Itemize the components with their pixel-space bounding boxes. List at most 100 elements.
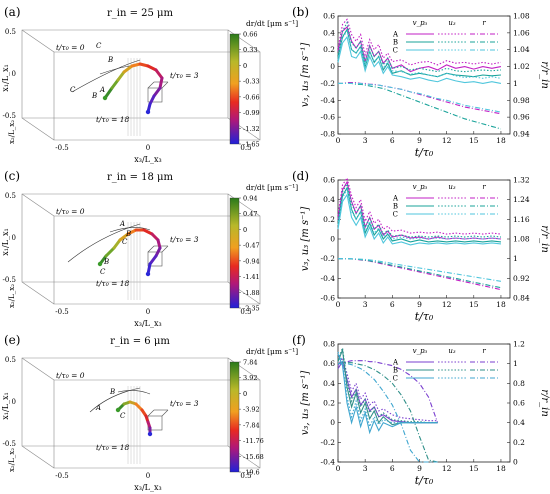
x-tick-label: 12 [442, 300, 452, 309]
y2-tick-label: 1.08 [513, 235, 530, 244]
trajectory-end-marker [145, 271, 151, 277]
trajectory-panel-c: r_in = 18 μm 0.5 0 -0.5 -0.5 0 0.5 x₁/L_x₁ x₂/L… [1, 172, 298, 328]
x-tick-label: 9 [417, 136, 422, 145]
curve-label: B [91, 92, 97, 100]
y-tick-label: -0.4 [321, 274, 336, 283]
y2-tick-label: 1.24 [513, 195, 530, 204]
legend-row-label: A [392, 195, 399, 203]
trajectory-end-marker [145, 109, 151, 115]
line-chart-f: 0 3 6 9 12 15 18 -0.4 -0.2 0 0.2 0.4 0.6 0.8 0 0.2 0.4 0.… [300, 340, 550, 488]
horizontal-tick-label: 0.5 [240, 472, 251, 480]
y-tick-label: 0.8 [323, 340, 335, 349]
annotation-t3: t/τ₀ = 3 [170, 235, 199, 244]
inner-cube-edge [147, 409, 155, 417]
colorbar-tick-label: -1.32 [243, 125, 260, 133]
curve-label: C [96, 42, 102, 50]
annotation-t3: t/τ₀ = 3 [170, 71, 199, 80]
projection-curve [109, 227, 151, 233]
colorbar [229, 361, 240, 473]
y-tick-label: 0 [330, 235, 335, 244]
colorbar-title: dr/dt [μm s⁻¹] [246, 183, 298, 192]
vertical-axis-title: x₁/L_x₁ [1, 228, 10, 255]
colorbar-tick-label: -2.35 [243, 305, 260, 313]
curve-label: C [120, 412, 126, 420]
annotation-t3: t/τ₀ = 3 [170, 399, 199, 408]
legend-column-header: r [482, 347, 486, 355]
x-tick-label: 18 [496, 300, 506, 309]
series-line-C-r [338, 82, 502, 113]
x-tick-label: 3 [363, 300, 368, 309]
legend-row-label: B [393, 203, 398, 211]
y-tick-label: -0.8 [321, 130, 336, 139]
legend-row-label: C [393, 375, 398, 383]
series-line-C-r [338, 258, 502, 282]
series-line-B-r [338, 258, 502, 289]
vertical-tick-label: 0.5 [5, 28, 16, 36]
colorbar-tick-label: -0.99 [243, 109, 260, 117]
x-tick-label: 9 [417, 464, 422, 473]
y-tick-label: 0.2 [323, 215, 335, 224]
y2-tick-label: 0.4 [513, 418, 525, 427]
series-line-A-r [337, 360, 439, 423]
y-tick-label: -0.2 [321, 254, 336, 263]
vertical-tick-label: 0 [12, 398, 16, 406]
colorbar-tick-label: -0.94 [243, 257, 260, 265]
series-line-A-vp3 [337, 25, 502, 73]
y-axis-title: v₃, u₃ [m s⁻¹] [300, 371, 311, 436]
vertical-tick-label: 0 [12, 70, 16, 78]
trajectory-segment [112, 238, 122, 250]
y-tick-label: 0.6 [323, 176, 335, 185]
horizontal-axis-title: x₃/L_x₃ [134, 155, 161, 164]
wireframe-box [21, 29, 261, 141]
panel-title: r_in = 6 μm [110, 336, 170, 347]
x-tick-label: 15 [469, 136, 479, 145]
box-front-face [53, 379, 261, 469]
projection-curve [117, 390, 151, 395]
line-chart-b: 0 3 6 9 12 15 18 -0.8 -0.6 -0.4 -0.2 0 0.2 0.4 0.6 0.94… [300, 12, 550, 160]
box-edge [21, 117, 55, 141]
curve-label: C [122, 238, 128, 246]
series-line-C-vp3 [337, 193, 502, 246]
legend-row-label: A [392, 359, 399, 367]
panel-title: r_in = 25 μm [107, 8, 174, 19]
trajectory-start-marker [115, 407, 121, 413]
legend: v_p₃ u₃ r ABC [392, 183, 498, 219]
x-tick-label: 15 [469, 464, 479, 473]
annotation-t0: t/τ₀ = 0 [56, 43, 85, 52]
x-tick-label: 0 [336, 136, 341, 145]
y-tick-label: -0.4 [321, 458, 336, 467]
colorbar-tick-label: 0 [243, 390, 247, 398]
colorbar-tick-label: 0 [243, 226, 247, 234]
colorbar-tick-label: -15.68 [243, 453, 264, 461]
colorbar [229, 33, 240, 145]
colorbar-tick-label: 0 [243, 62, 247, 70]
plot-frame [337, 15, 511, 135]
horizontal-tick-label: -0.5 [55, 144, 69, 152]
y-tick-label: 0.2 [323, 45, 335, 54]
y-axis-title: v₃, u₃ [m s⁻¹] [300, 43, 311, 108]
x-axis-title: t/τ₀ [415, 146, 434, 159]
panel-label-d: (d) [292, 169, 309, 183]
colorbar-tick-label: 0.33 [243, 46, 257, 54]
y2-tick-label: 0.92 [513, 274, 530, 283]
legend-column-header: u₃ [448, 347, 456, 355]
y2-tick-label: 1 [513, 79, 518, 88]
x-tick-label: 18 [496, 136, 506, 145]
y2-tick-label: 1 [513, 359, 518, 368]
colorbar-tick-label: -1.65 [243, 141, 260, 149]
horizontal-tick-label: 0.5 [240, 144, 251, 152]
x-axis-title: t/τ₀ [415, 474, 434, 487]
legend-row-label: C [393, 47, 398, 55]
vertical-tick-label: 0.5 [5, 192, 16, 200]
colorbar-tick-label: 3.92 [243, 374, 257, 382]
y-tick-label: -0.2 [321, 79, 336, 88]
legend-column-header: v_p₃ [413, 19, 428, 27]
y-tick-label: -0.6 [321, 294, 336, 303]
box-edge [21, 29, 55, 53]
vertical-tick-label: -0.5 [3, 440, 17, 448]
depth-axis-title: x₂/L_x₂ [8, 120, 16, 144]
y-tick-label: -0.2 [321, 438, 336, 447]
series-line-B-r [337, 362, 438, 463]
depth-axis-title: x₂/L_x₂ [8, 448, 16, 472]
vertical-tick-label: -0.5 [3, 276, 17, 284]
